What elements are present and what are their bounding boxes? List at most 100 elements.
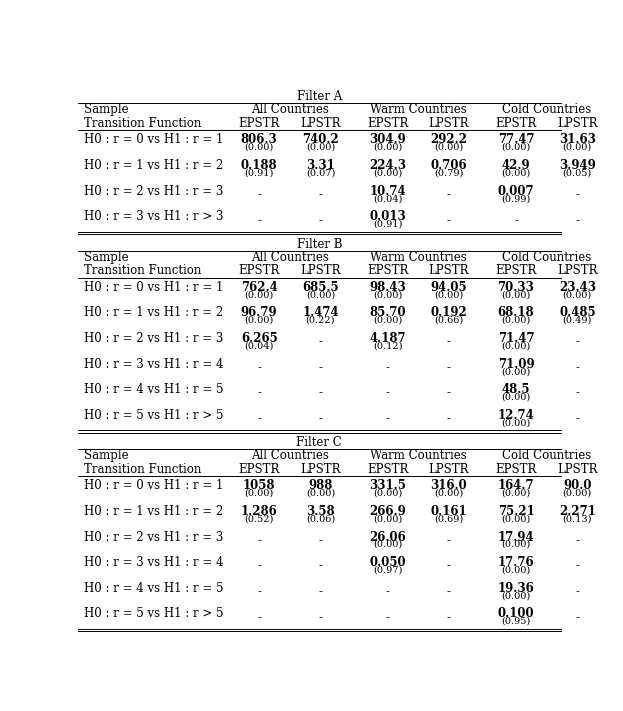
Text: -: - <box>447 361 451 374</box>
Text: 96.79: 96.79 <box>241 306 277 319</box>
Text: -: - <box>447 560 451 572</box>
Text: 98.43: 98.43 <box>369 281 406 294</box>
Text: 266.9: 266.9 <box>369 505 406 518</box>
Text: H0 : r = 2 vs H1 : r = 3: H0 : r = 2 vs H1 : r = 3 <box>83 185 223 198</box>
Text: -: - <box>576 336 579 348</box>
Text: 23.43: 23.43 <box>559 281 596 294</box>
Text: H0 : r = 2 vs H1 : r = 3: H0 : r = 2 vs H1 : r = 3 <box>83 332 223 345</box>
Text: (0.91): (0.91) <box>244 169 274 178</box>
Text: 17.94: 17.94 <box>498 530 535 543</box>
Text: (0.00): (0.00) <box>502 565 531 574</box>
Text: LPSTR: LPSTR <box>557 463 597 476</box>
Text: EPSTR: EPSTR <box>495 117 537 130</box>
Text: (0.13): (0.13) <box>563 514 592 523</box>
Text: -: - <box>447 214 451 227</box>
Text: (0.06): (0.06) <box>306 514 335 523</box>
Text: (0.95): (0.95) <box>502 617 531 626</box>
Text: H0 : r = 0 vs H1 : r = 1: H0 : r = 0 vs H1 : r = 1 <box>83 134 223 146</box>
Text: H0 : r = 1 vs H1 : r = 2: H0 : r = 1 vs H1 : r = 2 <box>83 306 223 319</box>
Text: 1058: 1058 <box>243 479 275 492</box>
Text: EPSTR: EPSTR <box>367 463 408 476</box>
Text: 0.100: 0.100 <box>498 607 535 621</box>
Text: 2.271: 2.271 <box>559 505 596 518</box>
Text: LPSTR: LPSTR <box>429 463 469 476</box>
Text: Cold Countries: Cold Countries <box>502 104 591 117</box>
Text: (0.00): (0.00) <box>502 367 531 376</box>
Text: 19.36: 19.36 <box>498 582 535 595</box>
Text: -: - <box>576 361 579 374</box>
Text: (0.00): (0.00) <box>502 143 531 152</box>
Text: -: - <box>318 560 323 572</box>
Text: (0.05): (0.05) <box>563 169 592 178</box>
Text: 292.2: 292.2 <box>430 134 467 146</box>
Text: H0 : r = 4 vs H1 : r = 5: H0 : r = 4 vs H1 : r = 5 <box>83 383 223 396</box>
Text: 0.161: 0.161 <box>430 505 467 518</box>
Text: LPSTR: LPSTR <box>300 117 341 130</box>
Text: EPSTR: EPSTR <box>367 264 408 277</box>
Text: 304.9: 304.9 <box>369 134 406 146</box>
Text: -: - <box>257 387 261 400</box>
Text: (0.99): (0.99) <box>502 194 531 203</box>
Text: (0.04): (0.04) <box>244 341 274 351</box>
Text: (0.66): (0.66) <box>434 316 464 325</box>
Text: 0.192: 0.192 <box>430 306 467 319</box>
Text: -: - <box>447 585 451 598</box>
Text: -: - <box>576 560 579 572</box>
Text: (0.79): (0.79) <box>434 169 464 178</box>
Text: 331.5: 331.5 <box>369 479 406 492</box>
Text: Warm Countries: Warm Countries <box>370 449 467 462</box>
Text: 988: 988 <box>308 479 333 492</box>
Text: Cold Countries: Cold Countries <box>502 251 591 264</box>
Text: -: - <box>386 611 389 624</box>
Text: (0.00): (0.00) <box>502 341 531 351</box>
Text: H0 : r = 0 vs H1 : r = 1: H0 : r = 0 vs H1 : r = 1 <box>83 281 223 294</box>
Text: 316.0: 316.0 <box>430 479 467 492</box>
Text: (0.00): (0.00) <box>245 143 273 152</box>
Text: (0.52): (0.52) <box>244 514 274 523</box>
Text: -: - <box>576 534 579 547</box>
Text: -: - <box>257 361 261 374</box>
Text: (0.00): (0.00) <box>434 143 464 152</box>
Text: Cold Countries: Cold Countries <box>502 449 591 462</box>
Text: (0.00): (0.00) <box>245 290 273 299</box>
Text: -: - <box>386 412 389 425</box>
Text: (0.00): (0.00) <box>563 488 592 498</box>
Text: (0.00): (0.00) <box>373 540 402 549</box>
Text: 0.007: 0.007 <box>498 185 535 198</box>
Text: (0.00): (0.00) <box>306 143 335 152</box>
Text: -: - <box>257 188 261 201</box>
Text: LPSTR: LPSTR <box>429 264 469 277</box>
Text: 17.76: 17.76 <box>498 556 535 569</box>
Text: 94.05: 94.05 <box>430 281 467 294</box>
Text: 77.47: 77.47 <box>498 134 535 146</box>
Text: LPSTR: LPSTR <box>300 264 341 277</box>
Text: 31.63: 31.63 <box>559 134 596 146</box>
Text: -: - <box>386 585 389 598</box>
Text: Transition Function: Transition Function <box>83 117 201 130</box>
Text: LPSTR: LPSTR <box>557 264 597 277</box>
Text: (0.00): (0.00) <box>502 418 531 427</box>
Text: Sample: Sample <box>83 104 128 117</box>
Text: -: - <box>257 214 261 227</box>
Text: 0.706: 0.706 <box>430 159 467 172</box>
Text: H0 : r = 2 vs H1 : r = 3: H0 : r = 2 vs H1 : r = 3 <box>83 530 223 543</box>
Text: 26.06: 26.06 <box>369 530 406 543</box>
Text: (0.00): (0.00) <box>434 488 464 498</box>
Text: 0.050: 0.050 <box>369 556 406 569</box>
Text: -: - <box>447 336 451 348</box>
Text: H0 : r = 3 vs H1 : r = 4: H0 : r = 3 vs H1 : r = 4 <box>83 358 223 370</box>
Text: (0.00): (0.00) <box>306 290 335 299</box>
Text: (0.00): (0.00) <box>502 592 531 600</box>
Text: -: - <box>576 412 579 425</box>
Text: -: - <box>318 214 323 227</box>
Text: -: - <box>257 412 261 425</box>
Text: Warm Countries: Warm Countries <box>370 104 467 117</box>
Text: 68.18: 68.18 <box>498 306 535 319</box>
Text: (0.97): (0.97) <box>373 565 402 574</box>
Text: (0.00): (0.00) <box>563 143 592 152</box>
Text: -: - <box>447 611 451 624</box>
Text: -: - <box>257 534 261 547</box>
Text: EPSTR: EPSTR <box>239 117 280 130</box>
Text: 806.3: 806.3 <box>241 134 278 146</box>
Text: 10.74: 10.74 <box>369 185 406 198</box>
